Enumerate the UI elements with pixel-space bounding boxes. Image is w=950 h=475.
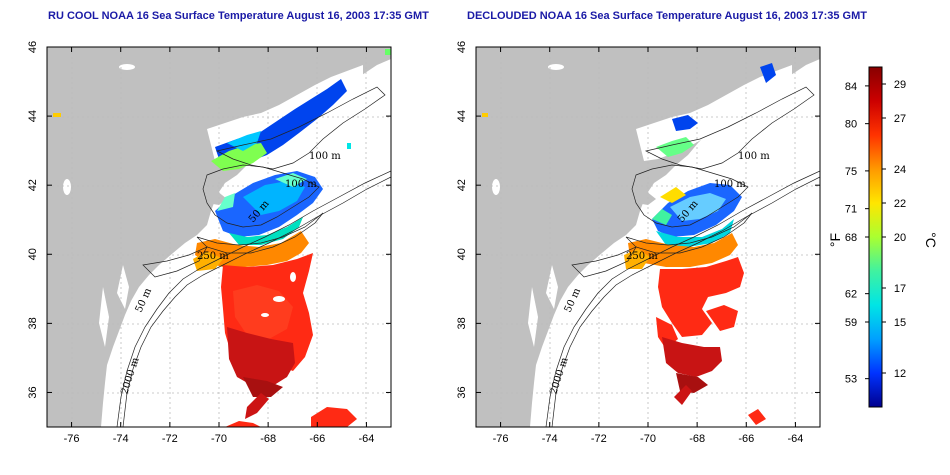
colorbar: 29 27 24 22 20 17 15 12 84 80 75 71 68 62 59 53 °F °C (827, 66, 939, 408)
left-panel-title: RU COOL NOAA 16 Sea Surface Temperature … (48, 10, 429, 22)
fahrenheit-tick-label: 71 (845, 204, 857, 216)
left-lat-tick-label: 42 (27, 179, 39, 191)
left-lon-tick-label: -70 (211, 433, 227, 445)
colorbar-gradient (868, 66, 883, 408)
celsius-tick-label: 27 (894, 113, 906, 125)
celsius-tick-label: 29 (894, 79, 906, 91)
right-map-panel: 100 m 100 m 50 m 250 m 50 m 2000 m -76 -7… (456, 41, 821, 445)
right-lat-tick-label: 38 (456, 317, 468, 329)
left-lon-tick-label: -72 (162, 433, 178, 445)
right-contour-label-100b: 100 m (714, 179, 746, 190)
fahrenheit-tick-label: 68 (845, 232, 857, 244)
right-lat-tick-label: 44 (456, 110, 468, 122)
colorbar-ticks: 29 27 24 22 20 17 15 12 84 80 75 71 68 62 59 53 (845, 79, 906, 386)
celsius-tick-label: 24 (894, 164, 906, 176)
left-lat-tick-label: 38 (27, 317, 39, 329)
fahrenheit-tick-label: 62 (845, 289, 857, 301)
fahrenheit-tick-label: 59 (845, 317, 857, 329)
fahrenheit-tick-label: 75 (845, 166, 857, 178)
fahrenheit-label: °F (827, 233, 843, 247)
left-lon-tick-label: -64 (358, 433, 374, 445)
right-contour-label-100a: 100 m (738, 151, 770, 162)
left-contour-label-250: 250 m (197, 251, 229, 262)
left-lat-tick-label: 46 (27, 41, 39, 53)
right-lon-tick-label: -76 (493, 433, 509, 445)
right-lat-tick-label: 42 (456, 179, 468, 191)
right-lon-tick-label: -74 (542, 433, 558, 445)
right-panel-title: DECLOUDED NOAA 16 Sea Surface Temperatur… (467, 10, 867, 22)
fahrenheit-tick-label: 53 (845, 374, 857, 386)
celsius-label: °C (923, 232, 939, 248)
celsius-tick-label: 17 (894, 283, 906, 295)
left-lat-tick-label: 44 (27, 110, 39, 122)
right-lat-tick-label: 40 (456, 248, 468, 260)
left-lat-tick-label: 36 (27, 386, 39, 398)
right-contour-label-250: 250 m (626, 251, 658, 262)
right-axis-ticks: -76 -74 -72 -70 -68 -66 -64 36 38 40 42 44 46 (456, 41, 820, 445)
fahrenheit-tick-label: 80 (845, 119, 857, 131)
left-lat-tick-label: 40 (27, 248, 39, 260)
right-lat-tick-label: 36 (456, 386, 468, 398)
celsius-tick-label: 12 (894, 368, 906, 380)
left-axis-ticks: -76 -74 -72 -70 -68 -66 -64 36 38 40 42 44 46 (27, 41, 391, 445)
left-contour-label-100b: 100 m (285, 179, 317, 190)
celsius-tick-label: 15 (894, 317, 906, 329)
right-lon-tick-label: -68 (689, 433, 705, 445)
right-lat-tick-label: 46 (456, 41, 468, 53)
celsius-tick-label: 22 (894, 198, 906, 210)
left-lon-tick-label: -66 (309, 433, 325, 445)
left-lon-tick-label: -68 (260, 433, 276, 445)
left-lon-tick-label: -76 (64, 433, 80, 445)
fahrenheit-tick-label: 84 (845, 81, 857, 93)
right-lon-tick-label: -64 (787, 433, 803, 445)
left-contour-label-100a: 100 m (309, 151, 341, 162)
left-lon-tick-label: -74 (113, 433, 129, 445)
right-lon-tick-label: -72 (591, 433, 607, 445)
left-map-panel: 100 m 100 m 50 m 250 m 50 m 2000 m -76 -7… (27, 41, 392, 445)
celsius-tick-label: 20 (894, 232, 906, 244)
right-lon-tick-label: -70 (640, 433, 656, 445)
right-lon-tick-label: -66 (738, 433, 754, 445)
